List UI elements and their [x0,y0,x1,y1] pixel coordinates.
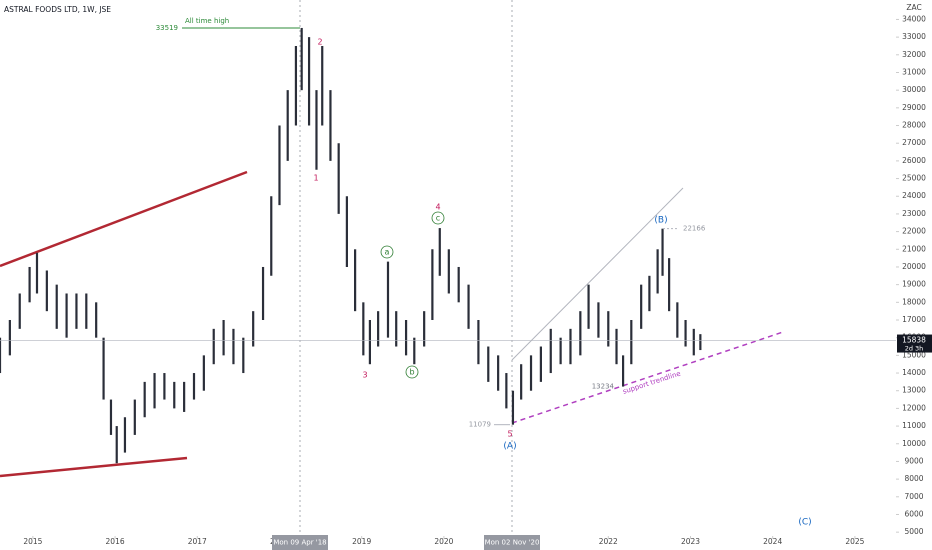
support-trendline [511,331,784,424]
y-tick-label: 15000 [902,350,926,359]
x-tick-label: 2015 [23,537,42,546]
crosshair-box [484,535,540,550]
y-tick-label: 28000 [902,121,926,130]
y-tick-label: 20000 [902,262,926,271]
wave-label: (C) [798,518,811,528]
x-tick-label: 2024 [763,537,782,546]
level-label: 22166 [683,225,706,233]
y-tick-label: 11000 [902,421,926,430]
wave-circle [380,245,394,259]
y-tick-label: 7000 [904,492,923,501]
wave-label: 4 [435,203,440,212]
currency: ZAC [906,3,921,12]
chart-title: ASTRAL FOODS LTD, 1W, JSE [4,5,111,14]
y-tick-label: 13000 [902,386,926,395]
resistance-line [0,170,248,268]
y-tick-label: 18000 [902,297,926,306]
wave-label: a [385,248,390,257]
crosshair-label: Mon 02 Nov '20 [485,539,540,547]
crosshair-box [272,535,328,550]
y-tick-label: 30000 [902,85,926,94]
x-tick-label: 2022 [599,537,618,546]
y-tick-label: 14000 [902,368,926,377]
x-tick-label: 2019 [352,537,371,546]
wave-circle [405,365,419,379]
x-tick-label: 2017 [188,537,207,546]
ath-label: All time high [185,17,229,25]
wave-label: 2 [317,38,322,47]
x-tick-label: 2025 [845,537,864,546]
wave-label: 3 [362,371,367,380]
y-tick-label: 22000 [902,227,926,236]
y-tick-label: 12000 [902,403,926,412]
price-axis [896,0,932,550]
y-tick-label: 21000 [902,244,926,253]
y-tick-label: 26000 [902,156,926,165]
x-tick-label: 2016 [106,537,125,546]
y-tick-label: 32000 [902,50,926,59]
wave-label: c [436,214,440,223]
level-label: 11079 [469,421,491,429]
x-tick-label: 2023 [681,537,700,546]
last-price-label: 15838 [902,336,926,345]
ath-value: 33519 [156,24,178,32]
y-tick-label: 9000 [904,456,923,465]
y-tick-label: 29000 [902,103,926,112]
y-tick-label: 23000 [902,209,926,218]
countdown: 2d 3h [905,345,924,353]
y-tick-label: 5000 [904,527,923,536]
wave-label: (B) [654,216,667,226]
last-price-box [897,334,932,353]
x-tick-label: 2020 [434,537,453,546]
y-tick-label: 31000 [902,67,926,76]
y-tick-label: 17000 [902,315,926,324]
y-tick-label: 8000 [904,474,923,483]
wave-circle [431,211,445,225]
y-tick-label: 19000 [902,280,926,289]
support-line [0,456,188,478]
y-tick-label: 10000 [902,439,926,448]
level-label: 13234 [592,383,615,391]
wave-label: b [409,368,414,377]
y-tick-label: 27000 [902,138,926,147]
crosshair-label: Mon 09 Apr '18 [273,539,326,547]
y-tick-label: 25000 [902,174,926,183]
channel-line [511,187,684,361]
wave-label: 5 [507,430,512,439]
y-tick-label: 33000 [902,32,926,41]
y-tick-label: 6000 [904,509,923,518]
y-tick-label: 34000 [902,14,926,23]
y-tick-label: 24000 [902,191,926,200]
wave-label: (A) [503,442,516,452]
wave-label: 1 [313,174,318,183]
